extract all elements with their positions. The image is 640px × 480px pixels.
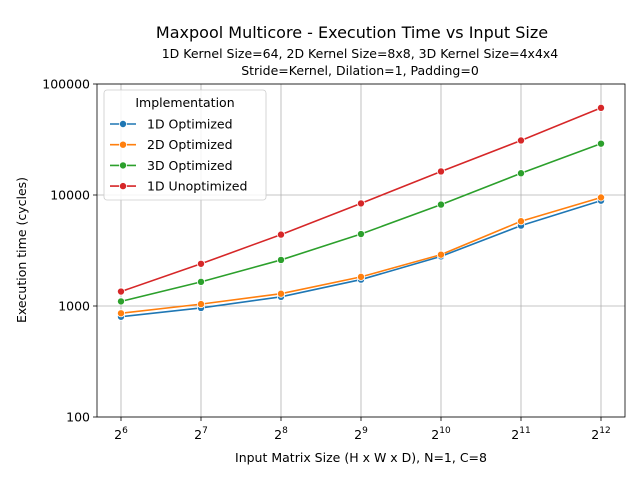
- y-tick-label: 100000: [42, 77, 90, 92]
- x-tick-label: 26: [114, 426, 128, 442]
- data-point-2d-optimized: [436, 250, 445, 259]
- legend-swatch-marker: [119, 120, 128, 129]
- x-tick-label: 28: [274, 426, 288, 442]
- legend-swatch-marker: [119, 161, 128, 170]
- data-point-3d-optimized: [196, 277, 205, 286]
- data-point-1d-unoptimized: [517, 136, 526, 145]
- legend-box: [103, 89, 267, 201]
- legend-entry-3d-optimized: 3D Optimized: [147, 158, 233, 173]
- data-point-3d-optimized: [276, 255, 285, 264]
- x-tick-label: 27: [194, 426, 208, 442]
- axes: 26 27 28 29 210 211 212 100 1000 10000 100000: [42, 77, 626, 442]
- data-point-3d-optimized: [436, 200, 445, 209]
- y-tick-label: 10000: [50, 188, 90, 203]
- legend-title: Implementation: [135, 95, 234, 110]
- data-point-3d-optimized: [517, 169, 526, 178]
- x-tick-label: 211: [511, 426, 530, 442]
- data-point-1d-unoptimized: [436, 167, 445, 176]
- data-point-1d-unoptimized: [117, 287, 126, 296]
- data-point-3d-optimized: [597, 139, 606, 148]
- x-axis-label: Input Matrix Size (H x W x D), N=1, C=8: [235, 450, 487, 465]
- chart-subtitle-line-2: Stride=Kernel, Dilation=1, Padding=0: [241, 63, 479, 78]
- x-tick-label: 210: [431, 426, 451, 442]
- y-tick-label: 1000: [58, 299, 90, 314]
- legend-entry-1d-unoptimized: 1D Unoptimized: [147, 179, 247, 194]
- data-point-2d-optimized: [517, 217, 526, 226]
- series-lines: [117, 103, 606, 321]
- data-point-1d-unoptimized: [356, 199, 365, 208]
- chart-title: Maxpool Multicore - Execution Time vs In…: [156, 23, 548, 42]
- data-point-2d-optimized: [276, 289, 285, 298]
- data-point-2d-optimized: [597, 193, 606, 202]
- data-point-3d-optimized: [356, 230, 365, 239]
- data-point-1d-unoptimized: [597, 103, 606, 112]
- legend: Implementation 1D Optimized 2D Optimized 3…: [103, 89, 267, 201]
- y-axis-label: Execution time (cycles): [14, 177, 29, 323]
- legend-entry-1d-optimized: 1D Optimized: [147, 117, 233, 132]
- data-point-3d-optimized: [117, 297, 126, 306]
- data-point-2d-optimized: [117, 309, 126, 318]
- data-point-1d-unoptimized: [276, 230, 285, 239]
- x-tick-label: 29: [354, 426, 368, 442]
- legend-entry-2d-optimized: 2D Optimized: [147, 137, 233, 152]
- chart-subtitle-line-1: 1D Kernel Size=64, 2D Kernel Size=8x8, 3…: [162, 46, 559, 61]
- data-point-2d-optimized: [356, 272, 365, 281]
- y-tick-label: 100: [66, 410, 90, 425]
- data-point-1d-unoptimized: [196, 259, 205, 268]
- data-point-2d-optimized: [196, 300, 205, 309]
- x-tick-label: 212: [591, 426, 610, 442]
- legend-swatch-marker: [119, 140, 128, 149]
- legend-swatch-marker: [119, 182, 128, 191]
